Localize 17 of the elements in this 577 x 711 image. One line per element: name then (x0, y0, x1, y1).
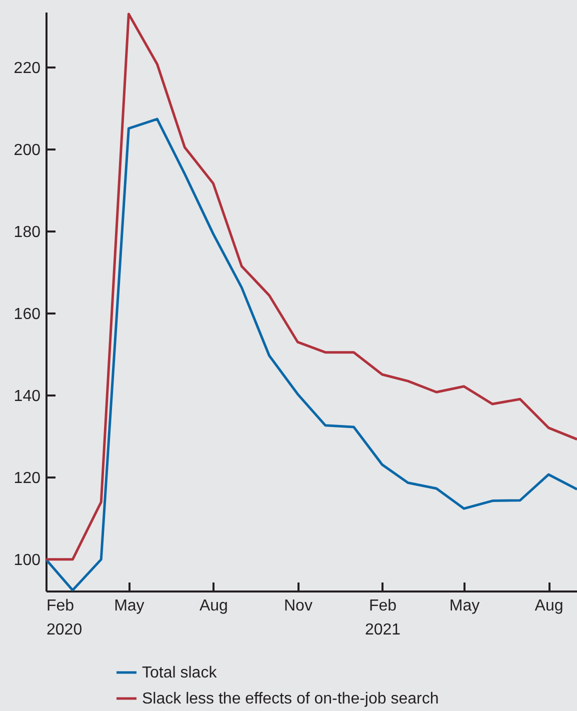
y-tick-label: 140 (14, 388, 41, 405)
legend-label: Total slack (142, 664, 218, 682)
x-tick-label: Feb 2021 (364, 598, 401, 638)
x-tick-label: Aug (199, 598, 228, 614)
x-tick-label: Nov (284, 598, 312, 614)
x-tick-label: May (114, 598, 144, 614)
y-tick-label: 180 (14, 224, 41, 241)
y-tick-label: 220 (14, 60, 41, 77)
x-tick-label: Feb 2020 (46, 598, 82, 638)
x-tick-label: Aug (534, 598, 564, 614)
y-tick-label: 100 (14, 552, 41, 569)
line-series (46, 12, 577, 561)
legend-label: Slack less the effects of on-the-job search (142, 690, 439, 708)
x-tick-label: May (449, 598, 480, 614)
y-tick-label: 160 (14, 306, 41, 323)
y-tick-label: 120 (14, 470, 41, 487)
y-tick-label: 200 (14, 142, 41, 159)
